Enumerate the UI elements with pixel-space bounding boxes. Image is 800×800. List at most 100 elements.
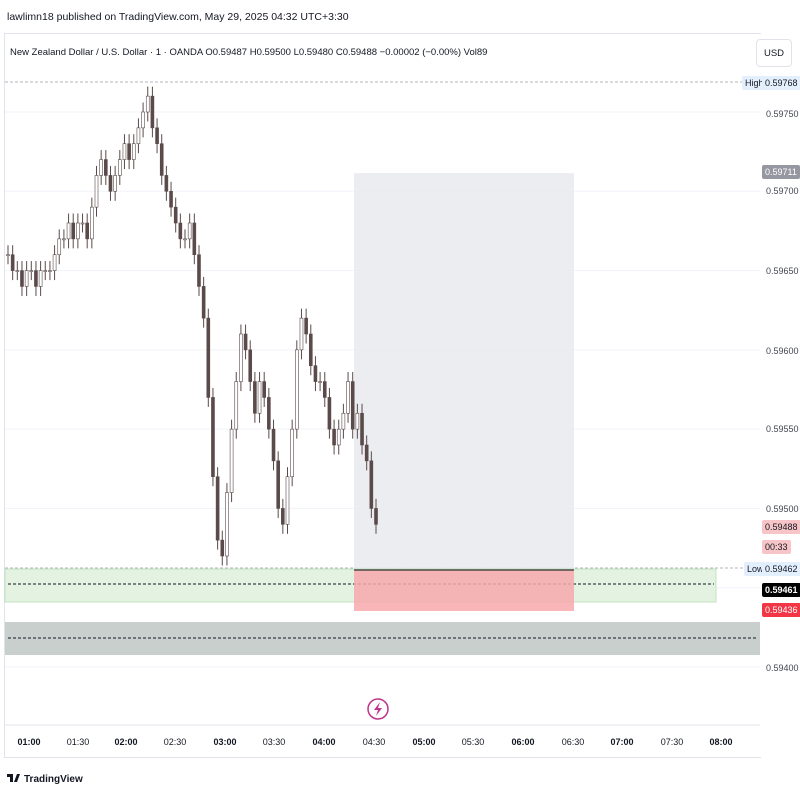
target-price-tag: 0.59711 [762, 165, 800, 179]
candle-body [66, 222, 71, 240]
candle-body [136, 127, 141, 145]
entry-price-tag: 0.59461 [762, 583, 800, 597]
candle-body [257, 381, 262, 414]
legend-open: O0.59487 [205, 47, 248, 58]
candle-body [71, 222, 76, 240]
tv-logo-icon [7, 773, 21, 786]
time-tick: 02:00 [114, 737, 138, 747]
price-tick: 0.59750 [766, 109, 799, 119]
candle-body [178, 222, 183, 240]
candle-body [187, 222, 192, 240]
candle-body [220, 539, 225, 557]
candle-body [145, 95, 150, 113]
candle-body [155, 127, 159, 145]
candle-body [15, 270, 20, 272]
candle-body [113, 175, 117, 192]
price-tick: 0.59550 [766, 424, 799, 434]
candle-body [332, 428, 336, 446]
candle-body [369, 460, 374, 509]
candle-body [201, 286, 206, 319]
time-tick: 06:30 [561, 737, 585, 747]
low-value-tag: 0.59462 [762, 562, 800, 576]
candle-body [29, 270, 34, 272]
candle-body [159, 143, 164, 176]
time-tick: 05:30 [461, 737, 485, 747]
time-tick: 04:00 [312, 737, 336, 747]
time-tick: 03:00 [213, 737, 237, 747]
candle-body [285, 476, 290, 525]
candle-body [80, 222, 85, 225]
candle-body [355, 412, 360, 430]
candle-body [127, 143, 131, 160]
candle-body [239, 333, 243, 382]
candle-body [313, 365, 318, 382]
time-tick: 06:00 [511, 737, 535, 747]
stop-price-tag: 0.59436 [762, 603, 800, 617]
time-tick: 01:30 [66, 737, 90, 747]
symbol-name[interactable]: New Zealand Dollar / U.S. Dollar · 1 · O… [10, 47, 203, 58]
position-stop-zone [354, 570, 574, 611]
candle-body [94, 175, 99, 208]
candle-body [150, 95, 155, 129]
currency-button[interactable]: USD [756, 39, 792, 67]
candle-body [117, 159, 122, 176]
candle-body [243, 333, 248, 351]
current-price-tag: 0.59488 [762, 520, 800, 534]
candle-body [131, 143, 136, 160]
logo-text: TradingView [24, 774, 83, 785]
candle-body [43, 270, 48, 272]
candle-body [374, 508, 378, 525]
price-tick: 0.59600 [766, 346, 799, 356]
candle-body [38, 270, 43, 287]
time-tick: 05:00 [412, 737, 436, 747]
time-tick: 02:30 [163, 737, 187, 747]
candle-body [276, 460, 280, 509]
candle-body [6, 254, 10, 257]
candle-body [48, 270, 52, 272]
candle-body [290, 428, 294, 478]
candle-body [253, 381, 257, 414]
candle-body [108, 175, 113, 192]
price-tick: 0.59650 [766, 266, 799, 276]
candle-body [234, 381, 239, 430]
candle-body [215, 476, 220, 541]
candle-body [99, 159, 103, 176]
candle-body [322, 381, 327, 398]
candle-body [90, 206, 94, 240]
time-tick: 08:00 [709, 737, 733, 747]
candle-body [122, 143, 127, 160]
candle-body [192, 222, 197, 256]
time-tick: 01:00 [17, 737, 41, 747]
time-tick: 07:00 [610, 737, 634, 747]
candle-body [169, 190, 173, 208]
candle-body [10, 254, 15, 271]
candle-body [52, 254, 57, 271]
lightning-icon [367, 698, 389, 720]
candle-body [34, 270, 38, 287]
candle-body [350, 381, 355, 430]
legend-change: −0.00002 (−0.00%) [379, 47, 462, 58]
candle-body [173, 206, 178, 224]
candle-body [57, 238, 62, 256]
price-tick: 0.59400 [766, 663, 799, 673]
candle-body [262, 381, 267, 398]
legend-volume: Vol89 [463, 47, 488, 58]
candle-body [327, 397, 332, 430]
candle-body [141, 111, 145, 129]
position-target-zone [354, 173, 574, 569]
candle-body [308, 333, 313, 367]
candle-body [295, 349, 299, 430]
candle-body [211, 397, 215, 478]
candle-body [248, 349, 253, 382]
candle-body [299, 317, 304, 351]
bar-countdown: 00:33 [762, 540, 791, 554]
legend-high: H0.59500 [249, 47, 291, 58]
candle-body [24, 270, 29, 287]
symbol-legend: New Zealand Dollar / U.S. Dollar · 1 · O… [10, 47, 487, 58]
candle-body [104, 159, 108, 176]
candle-body [281, 508, 285, 525]
candle-body [20, 270, 24, 287]
time-tick: 07:30 [660, 737, 684, 747]
tradingview-logo[interactable]: TradingView [7, 773, 83, 786]
